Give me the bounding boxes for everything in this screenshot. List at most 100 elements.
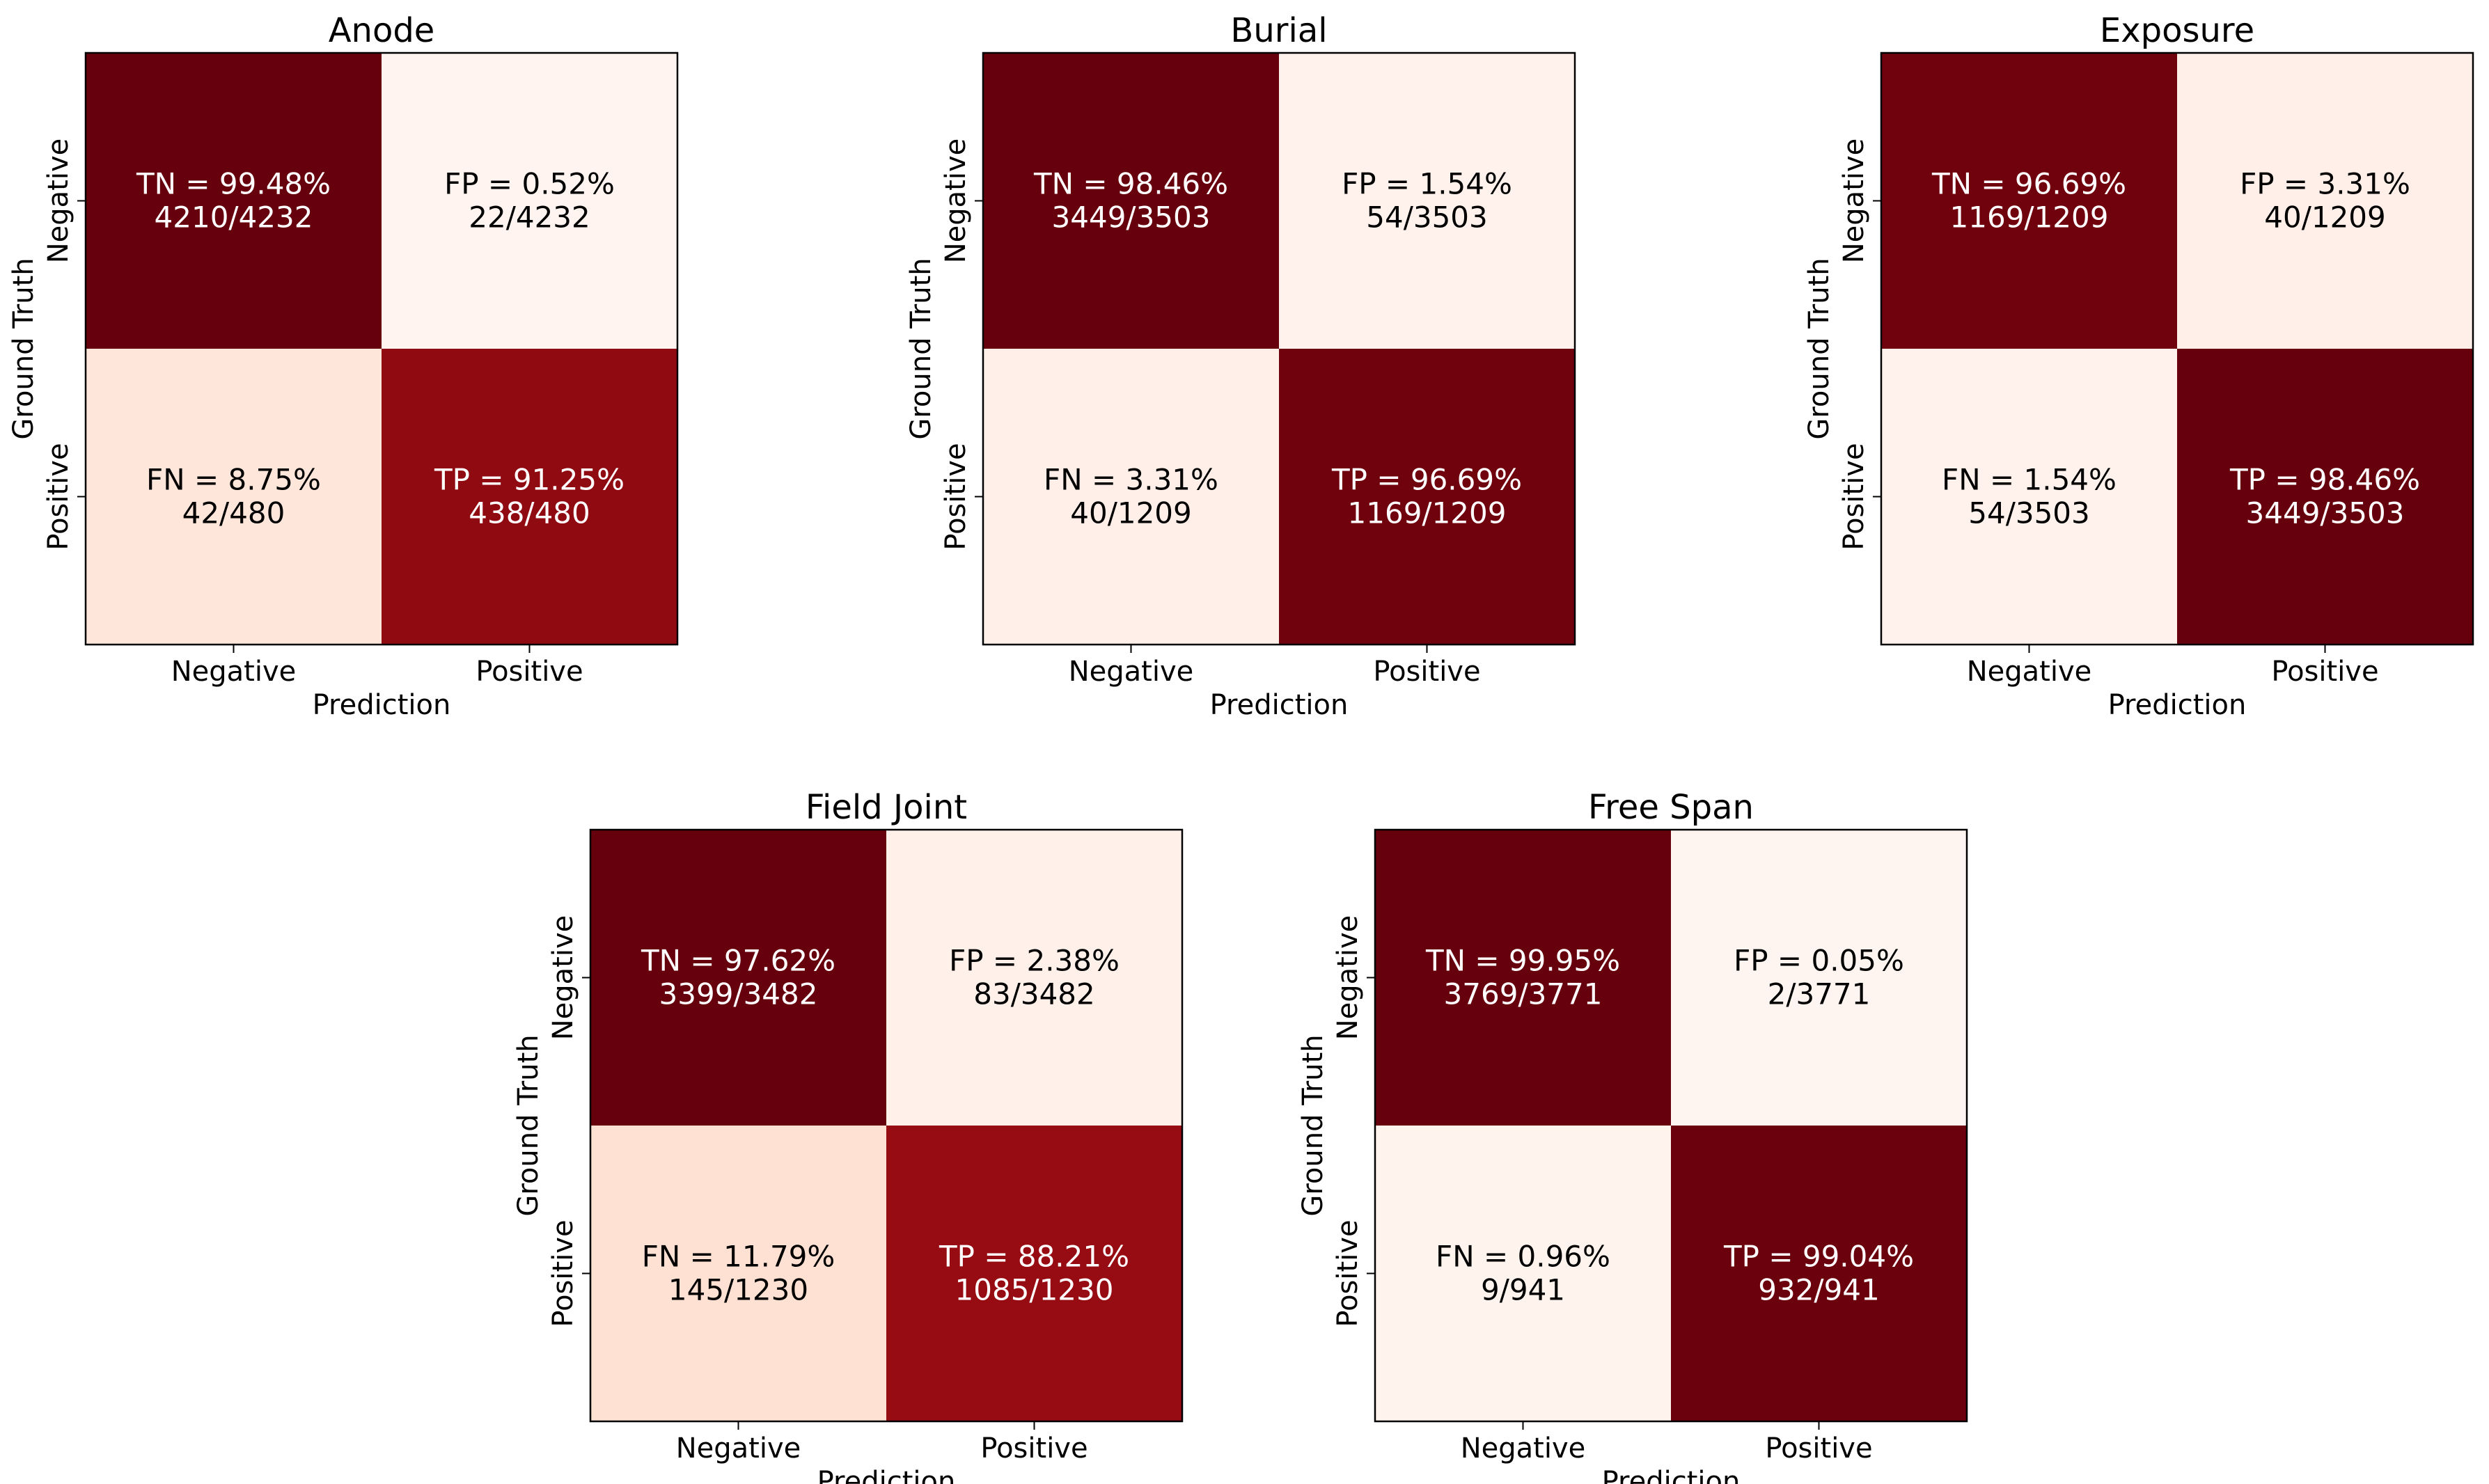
chart-title: Field Joint — [806, 788, 967, 827]
cell-label-tp: TP = 99.04% — [1723, 1240, 1914, 1274]
cell-count-tp: 438/480 — [469, 496, 590, 530]
cell-count-fn: 42/480 — [182, 496, 285, 530]
cell-tp — [886, 1126, 1182, 1421]
cell-fp — [1671, 830, 1967, 1126]
cell-label-fn: FN = 3.31% — [1044, 463, 1218, 497]
cell-fn — [86, 349, 382, 645]
cell-count-tp: 3449/3503 — [2246, 496, 2405, 530]
x-tick-label-negative: Negative — [1967, 656, 2092, 688]
cell-fp — [2177, 53, 2473, 349]
chart-title: Free Span — [1588, 788, 1754, 827]
cell-count-tn: 3399/3482 — [659, 977, 818, 1011]
x-tick-label-negative: Negative — [1461, 1432, 1586, 1465]
cell-tp — [1279, 349, 1575, 645]
cell-count-tp: 1169/1209 — [1348, 496, 1507, 530]
y-tick-label-positive: Positive — [42, 443, 74, 550]
y-tick-label-positive: Positive — [547, 1219, 579, 1327]
x-axis-label: Prediction — [1210, 689, 1349, 721]
axes-frame — [982, 52, 1576, 646]
cell-label-tn: TN = 98.46% — [1033, 167, 1228, 201]
cell-fn — [1881, 349, 2177, 645]
y-tick-label-positive: Positive — [1838, 443, 1870, 550]
chart-title: Burial — [1230, 11, 1327, 50]
cell-label-fp: FP = 2.38% — [949, 944, 1120, 978]
cell-label-fp: FP = 0.05% — [1734, 944, 1904, 978]
x-axis-label: Prediction — [1602, 1466, 1741, 1484]
cell-count-fn: 9/941 — [1481, 1273, 1565, 1307]
confusion-matrix-exposure: TN = 96.69%1169/1209 FP = 3.31%40/1209 FN … — [1803, 11, 2474, 721]
confusion-matrix-free-span: TN = 99.95%3769/3771 FP = 0.05%2/3771 FN =… — [1297, 788, 1968, 1484]
axes-frame — [589, 828, 1184, 1423]
x-tick-label-positive: Positive — [2271, 656, 2378, 688]
x-tick-label-negative: Negative — [171, 656, 297, 688]
confusion-matrix-field-joint: TN = 97.62%3399/3482 FP = 2.38%83/3482 FN … — [512, 788, 1184, 1484]
y-tick-label-negative: Negative — [42, 139, 74, 264]
cell-count-tn: 1169/1209 — [1950, 200, 2109, 235]
confusion-matrix-burial: TN = 98.46%3449/3503 FP = 1.54%54/3503 FN … — [905, 11, 1576, 721]
cell-label-tn: TN = 97.62% — [641, 944, 835, 978]
cell-tn — [983, 53, 1279, 349]
cell-tn — [1375, 830, 1671, 1126]
y-tick-label-negative: Negative — [547, 915, 579, 1041]
cell-count-fp: 2/3771 — [1768, 977, 1871, 1011]
cell-label-tp: TP = 98.46% — [2229, 463, 2420, 497]
cell-count-tp: 1085/1230 — [955, 1273, 1114, 1307]
y-axis-label: Ground Truth — [905, 258, 937, 439]
cell-label-tp: TP = 96.69% — [1331, 463, 1522, 497]
cell-count-fn: 54/3503 — [1968, 496, 2089, 530]
axes-frame — [84, 52, 679, 646]
cell-fn — [590, 1126, 886, 1421]
cell-count-tn: 3769/3771 — [1444, 977, 1603, 1011]
cell-tp — [382, 349, 677, 645]
x-axis-label: Prediction — [817, 1466, 956, 1484]
cell-label-fn: FN = 11.79% — [642, 1240, 835, 1274]
cell-fp — [382, 53, 677, 349]
y-tick-label-negative: Negative — [1332, 915, 1364, 1041]
cell-tn — [86, 53, 382, 349]
chart-title: Exposure — [2100, 11, 2254, 50]
cell-count-fp: 40/1209 — [2264, 200, 2385, 235]
cell-count-fp: 83/3482 — [973, 977, 1094, 1011]
y-axis-label: Ground Truth — [512, 1034, 544, 1216]
cell-count-fp: 22/4232 — [469, 200, 590, 235]
y-axis-label: Ground Truth — [8, 258, 40, 439]
y-tick-label-positive: Positive — [1332, 1219, 1364, 1327]
x-tick-label-negative: Negative — [676, 1432, 801, 1465]
confusion-matrix-anode: TN = 99.48%4210/4232 FP = 0.52%22/4232 FN … — [8, 11, 679, 721]
cell-fn — [1375, 1126, 1671, 1421]
cell-count-tp: 932/941 — [1758, 1273, 1879, 1307]
cell-tp — [2177, 349, 2473, 645]
cell-tn — [590, 830, 886, 1126]
cell-label-tn: TN = 96.69% — [1931, 167, 2126, 201]
cell-count-tn: 3449/3503 — [1052, 200, 1211, 235]
cell-fp — [1279, 53, 1575, 349]
cell-label-tp: TP = 91.25% — [434, 463, 625, 497]
cell-count-fn: 145/1230 — [668, 1273, 808, 1307]
x-axis-label: Prediction — [2108, 689, 2247, 721]
axes-frame — [1880, 52, 2474, 646]
cell-label-fp: FP = 1.54% — [1342, 167, 1512, 201]
y-axis-label: Ground Truth — [1297, 1034, 1329, 1216]
cell-count-fn: 40/1209 — [1070, 496, 1191, 530]
cell-label-tn: TN = 99.48% — [136, 167, 331, 201]
y-axis-label: Ground Truth — [1803, 258, 1835, 439]
cell-label-fn: FN = 0.96% — [1436, 1240, 1610, 1274]
chart-title: Anode — [329, 11, 435, 50]
cell-count-tn: 4210/4232 — [155, 200, 313, 235]
cell-count-fp: 54/3503 — [1366, 200, 1487, 235]
y-tick-label-negative: Negative — [1838, 139, 1870, 264]
x-axis-label: Prediction — [313, 689, 451, 721]
cell-fn — [983, 349, 1279, 645]
cell-label-tp: TP = 88.21% — [939, 1240, 1129, 1274]
cell-label-fn: FN = 8.75% — [146, 463, 321, 497]
y-tick-label-positive: Positive — [940, 443, 972, 550]
cell-label-fp: FP = 3.31% — [2240, 167, 2410, 201]
cell-label-fn: FN = 1.54% — [1942, 463, 2117, 497]
x-tick-label-positive: Positive — [1373, 656, 1480, 688]
cell-tn — [1881, 53, 2177, 349]
cell-fp — [886, 830, 1182, 1126]
cell-label-fp: FP = 0.52% — [444, 167, 615, 201]
x-tick-label-positive: Positive — [476, 656, 583, 688]
x-tick-label-negative: Negative — [1069, 656, 1194, 688]
